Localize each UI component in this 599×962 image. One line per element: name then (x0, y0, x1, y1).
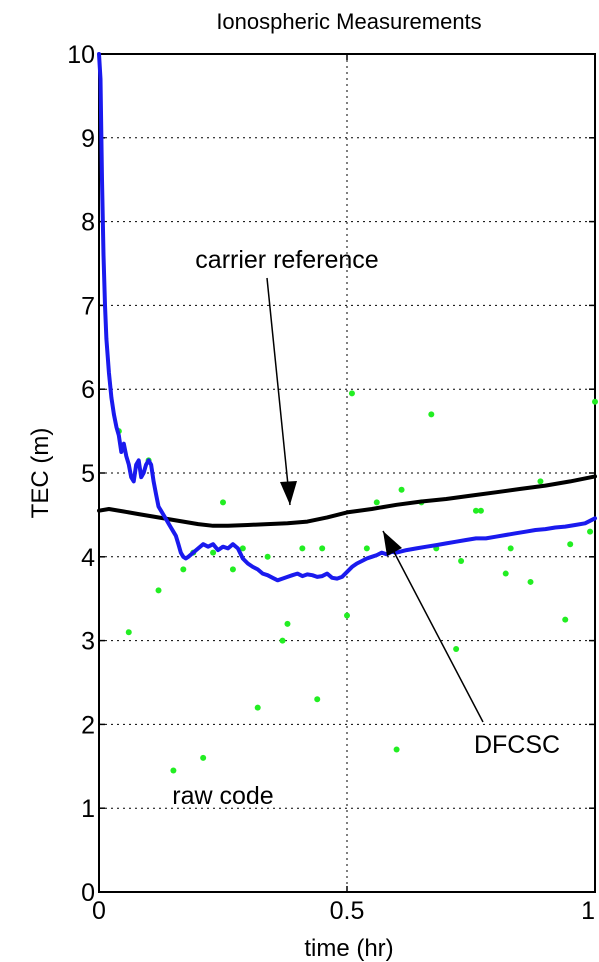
y-tick-label: 4 (81, 544, 95, 572)
raw-code-point (210, 549, 217, 556)
raw-code-point (264, 553, 271, 560)
raw-code-point (567, 541, 574, 548)
raw-code-point (393, 746, 400, 753)
raw-code-point (254, 704, 261, 711)
dfcsc-line (97, 52, 597, 583)
raw-code-point (428, 411, 435, 418)
y-tick-label: 2 (81, 711, 95, 739)
grid-lines (99, 54, 595, 892)
y-axis-label: TEC (m) (27, 428, 54, 519)
y-tick-label: 10 (67, 41, 95, 69)
raw-code-point (239, 545, 246, 552)
raw-code-point (180, 566, 187, 573)
carrier-reference-arrow (266, 277, 291, 506)
y-tick-label: 5 (81, 460, 95, 488)
raw-code-label: raw code (172, 782, 273, 810)
raw-code-point (363, 545, 370, 552)
raw-code-point (587, 528, 594, 535)
axis-tick-labels: 0 1 2 3 4 5 6 7 8 9 10 0 0.5 1 (67, 41, 595, 925)
raw-code-point (125, 629, 132, 636)
raw-code-point (373, 499, 380, 506)
y-tick-label: 6 (81, 376, 95, 404)
raw-code-point (458, 557, 465, 564)
raw-code-point (284, 620, 291, 627)
raw-code-point (507, 545, 514, 552)
raw-code-points (115, 390, 598, 774)
raw-code-point (299, 545, 306, 552)
raw-code-point (229, 566, 236, 573)
carrier-reference-line (97, 474, 597, 528)
raw-code-point (220, 499, 226, 506)
x-axis-label: time (hr) (304, 935, 393, 962)
series-lines (97, 52, 597, 583)
raw-code-point (453, 645, 460, 652)
y-tick-label: 1 (81, 795, 95, 823)
y-tick-label: 0 (81, 879, 95, 907)
dfcsc-arrowhead (383, 531, 402, 556)
raw-code-point (527, 578, 534, 585)
chart-title: Ionospheric Measurements (216, 9, 481, 34)
raw-code-point (314, 696, 321, 703)
raw-code-point (472, 507, 479, 514)
annotation-arrows (266, 277, 484, 723)
y-tick-label: 8 (81, 209, 95, 237)
raw-code-point (477, 507, 484, 514)
x-tick-label: 0 (92, 897, 106, 925)
y-tick-label: 9 (81, 125, 95, 153)
carrier-reference-label: carrier reference (195, 246, 378, 274)
raw-code-point (348, 390, 355, 397)
x-tick-label: 1 (581, 897, 595, 925)
raw-code-point (502, 570, 509, 577)
y-tick-label: 7 (81, 292, 95, 320)
raw-code-point (319, 545, 326, 552)
raw-code-point (344, 612, 350, 619)
raw-code-point (398, 486, 405, 493)
raw-code-point (200, 754, 207, 761)
dfcsc-label: DFCSC (474, 731, 560, 759)
raw-code-point (170, 767, 177, 774)
carrier-reference-arrowhead (280, 481, 297, 505)
raw-code-point (279, 637, 286, 644)
raw-code-point (155, 587, 162, 594)
dfcsc-arrow (382, 530, 484, 723)
raw-code-point (537, 478, 544, 485)
y-tick-label: 3 (81, 628, 95, 656)
raw-code-point (592, 398, 598, 405)
x-tick-label: 0.5 (330, 897, 365, 925)
raw-code-point (562, 616, 569, 623)
